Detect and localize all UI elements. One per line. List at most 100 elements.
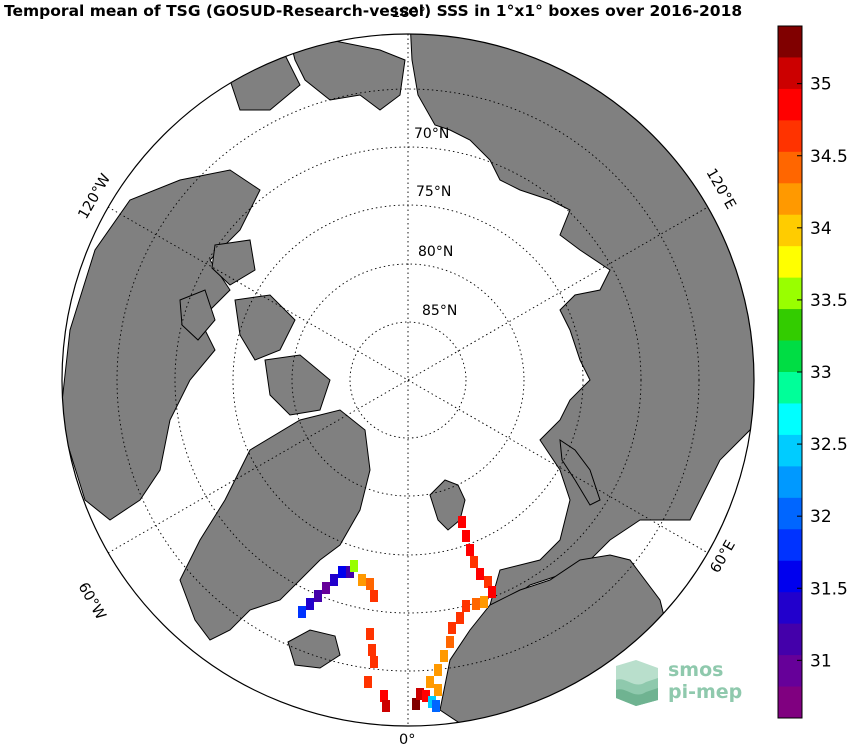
colorbar-tick-label: 34.5 bbox=[810, 147, 848, 167]
sss-box bbox=[472, 598, 480, 610]
colorbar-tick-label: 31 bbox=[810, 651, 832, 671]
sss-box bbox=[480, 596, 488, 608]
land-archipelago-2 bbox=[264, 354, 331, 416]
sss-box bbox=[484, 576, 492, 588]
sss-box bbox=[350, 560, 358, 572]
colorbar-swatch bbox=[778, 466, 802, 499]
colorbar-tick-label: 34 bbox=[810, 219, 832, 239]
colorbar-swatch bbox=[778, 309, 802, 342]
sss-box bbox=[434, 684, 442, 696]
land-alaska bbox=[289, 39, 406, 111]
colorbar-swatch bbox=[778, 529, 802, 562]
sss-box bbox=[370, 656, 378, 668]
colorbar-swatch bbox=[778, 372, 802, 404]
sss-box bbox=[298, 606, 306, 618]
colorbar: 35 34.5 34 33.5 33 32.5 32 31.5 31 bbox=[777, 25, 848, 719]
colorbar-swatch bbox=[778, 560, 802, 593]
colorbar-swatch bbox=[778, 151, 802, 184]
lat-circle-70 bbox=[174, 146, 642, 614]
sss-box bbox=[488, 586, 496, 598]
sss-boxes bbox=[298, 516, 496, 712]
sss-box bbox=[306, 598, 314, 610]
sss-box bbox=[426, 676, 434, 688]
colorbar-tick-label: 32 bbox=[810, 507, 832, 527]
colorbar-ticks: 35 34.5 34 33.5 33 32.5 32 31.5 31 bbox=[797, 75, 848, 671]
colorbar-swatch bbox=[778, 434, 802, 467]
land-archipelago-3 bbox=[179, 289, 216, 341]
land-greenland bbox=[179, 409, 371, 641]
sss-box bbox=[370, 590, 378, 602]
sss-box bbox=[366, 578, 374, 590]
logo-mark-icon bbox=[616, 660, 658, 706]
colorbar-swatch bbox=[778, 120, 802, 153]
logo-line1: smos bbox=[668, 659, 724, 681]
sss-box bbox=[382, 700, 390, 712]
colorbar-swatch bbox=[778, 246, 802, 279]
colorbar-swatch bbox=[778, 403, 802, 436]
sss-box bbox=[440, 650, 448, 662]
sss-box bbox=[470, 556, 478, 568]
sss-box bbox=[448, 622, 456, 634]
sss-box bbox=[416, 688, 424, 700]
sss-box bbox=[412, 698, 420, 710]
colorbar-swatch bbox=[778, 686, 802, 719]
map-title: Temporal mean of TSG (GOSUD-Research-ves… bbox=[4, 2, 743, 20]
colorbar-swatch bbox=[778, 340, 802, 373]
colorbar-swatch bbox=[778, 26, 802, 58]
lat-circle-85 bbox=[349, 321, 467, 439]
sss-box bbox=[366, 628, 374, 640]
lat-label-85: 85°N bbox=[422, 303, 457, 319]
meridian-60w-120e bbox=[107, 206, 709, 554]
sss-box bbox=[338, 566, 346, 578]
land-archipelago-1 bbox=[234, 294, 296, 361]
colorbar-swatch bbox=[778, 277, 802, 310]
sss-box bbox=[380, 690, 388, 702]
colorbar-swatch bbox=[778, 623, 802, 656]
colorbar-swatch bbox=[778, 592, 802, 625]
colorbar-tick-label: 33 bbox=[810, 363, 832, 383]
sss-box bbox=[446, 636, 454, 648]
sss-box bbox=[456, 612, 464, 624]
sss-box bbox=[422, 690, 430, 702]
land-novaya-zemlya bbox=[559, 438, 601, 506]
colorbar-swatch bbox=[778, 57, 802, 90]
logo-line2: pi-mep bbox=[668, 681, 743, 703]
lon-label-120e: 120°E bbox=[703, 166, 739, 212]
sss-box bbox=[476, 568, 484, 580]
map-boundary bbox=[61, 33, 755, 727]
colorbar-tick-label: 31.5 bbox=[810, 579, 848, 599]
colorbar-swatches bbox=[778, 26, 802, 719]
lon-label-180: 180° bbox=[391, 5, 426, 21]
sss-box bbox=[330, 574, 338, 586]
sss-box bbox=[432, 700, 440, 712]
colorbar-tick-label: 33.5 bbox=[810, 291, 848, 311]
land-svalbard bbox=[429, 479, 466, 531]
lon-label-60w: 60°W bbox=[75, 580, 109, 623]
sss-box bbox=[458, 516, 466, 528]
lat-circle-80 bbox=[291, 263, 525, 497]
sss-box bbox=[314, 590, 322, 602]
lat-label-75: 75°N bbox=[416, 184, 451, 200]
sss-box bbox=[358, 574, 366, 586]
smos-pi-mep-logo: smos pi-mep bbox=[612, 656, 762, 708]
colorbar-swatch bbox=[778, 88, 802, 121]
sss-box bbox=[434, 664, 442, 676]
graticule bbox=[107, 34, 709, 726]
colorbar-swatch bbox=[778, 183, 802, 216]
sss-box bbox=[364, 676, 372, 688]
lat-circle-65 bbox=[116, 88, 700, 672]
colorbar-tick-label: 35 bbox=[810, 75, 832, 95]
lon-label-0: 0° bbox=[399, 732, 415, 746]
lat-label-70: 70°N bbox=[414, 126, 449, 142]
sss-box bbox=[462, 530, 470, 542]
sss-box bbox=[322, 582, 330, 594]
lat-label-80: 80°N bbox=[418, 244, 453, 260]
meridian-120w-60e bbox=[107, 206, 709, 554]
colorbar-swatch bbox=[778, 497, 802, 530]
colorbar-tick-label: 32.5 bbox=[810, 435, 848, 455]
sss-box bbox=[368, 644, 376, 656]
colorbar-swatch bbox=[778, 214, 802, 247]
land-archipelago-4 bbox=[211, 239, 256, 286]
sss-box bbox=[462, 600, 470, 612]
